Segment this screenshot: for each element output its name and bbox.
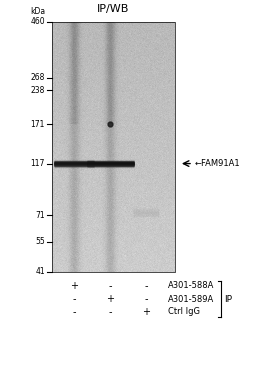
- Text: Ctrl IgG: Ctrl IgG: [168, 308, 200, 316]
- Text: 268: 268: [31, 73, 45, 82]
- Text: 55: 55: [35, 237, 45, 246]
- Text: 238: 238: [31, 86, 45, 95]
- Text: -: -: [72, 307, 76, 317]
- Text: ←FAM91A1: ←FAM91A1: [195, 159, 241, 168]
- Text: 171: 171: [31, 120, 45, 129]
- Text: 117: 117: [31, 159, 45, 168]
- Text: A301-589A: A301-589A: [168, 294, 214, 304]
- Text: -: -: [108, 281, 112, 291]
- Text: 41: 41: [35, 268, 45, 276]
- Text: IP/WB: IP/WB: [97, 4, 130, 14]
- Bar: [52, 22, 175, 272]
- Text: kDa: kDa: [30, 7, 45, 17]
- Text: -: -: [144, 294, 148, 304]
- Text: +: +: [106, 294, 114, 304]
- Text: -: -: [72, 294, 76, 304]
- Text: A301-588A: A301-588A: [168, 281, 214, 291]
- Text: 71: 71: [35, 211, 45, 220]
- Text: -: -: [144, 281, 148, 291]
- Text: -: -: [108, 307, 112, 317]
- Text: IP: IP: [224, 294, 232, 304]
- Text: 460: 460: [30, 18, 45, 26]
- Text: +: +: [70, 281, 78, 291]
- Text: +: +: [142, 307, 150, 317]
